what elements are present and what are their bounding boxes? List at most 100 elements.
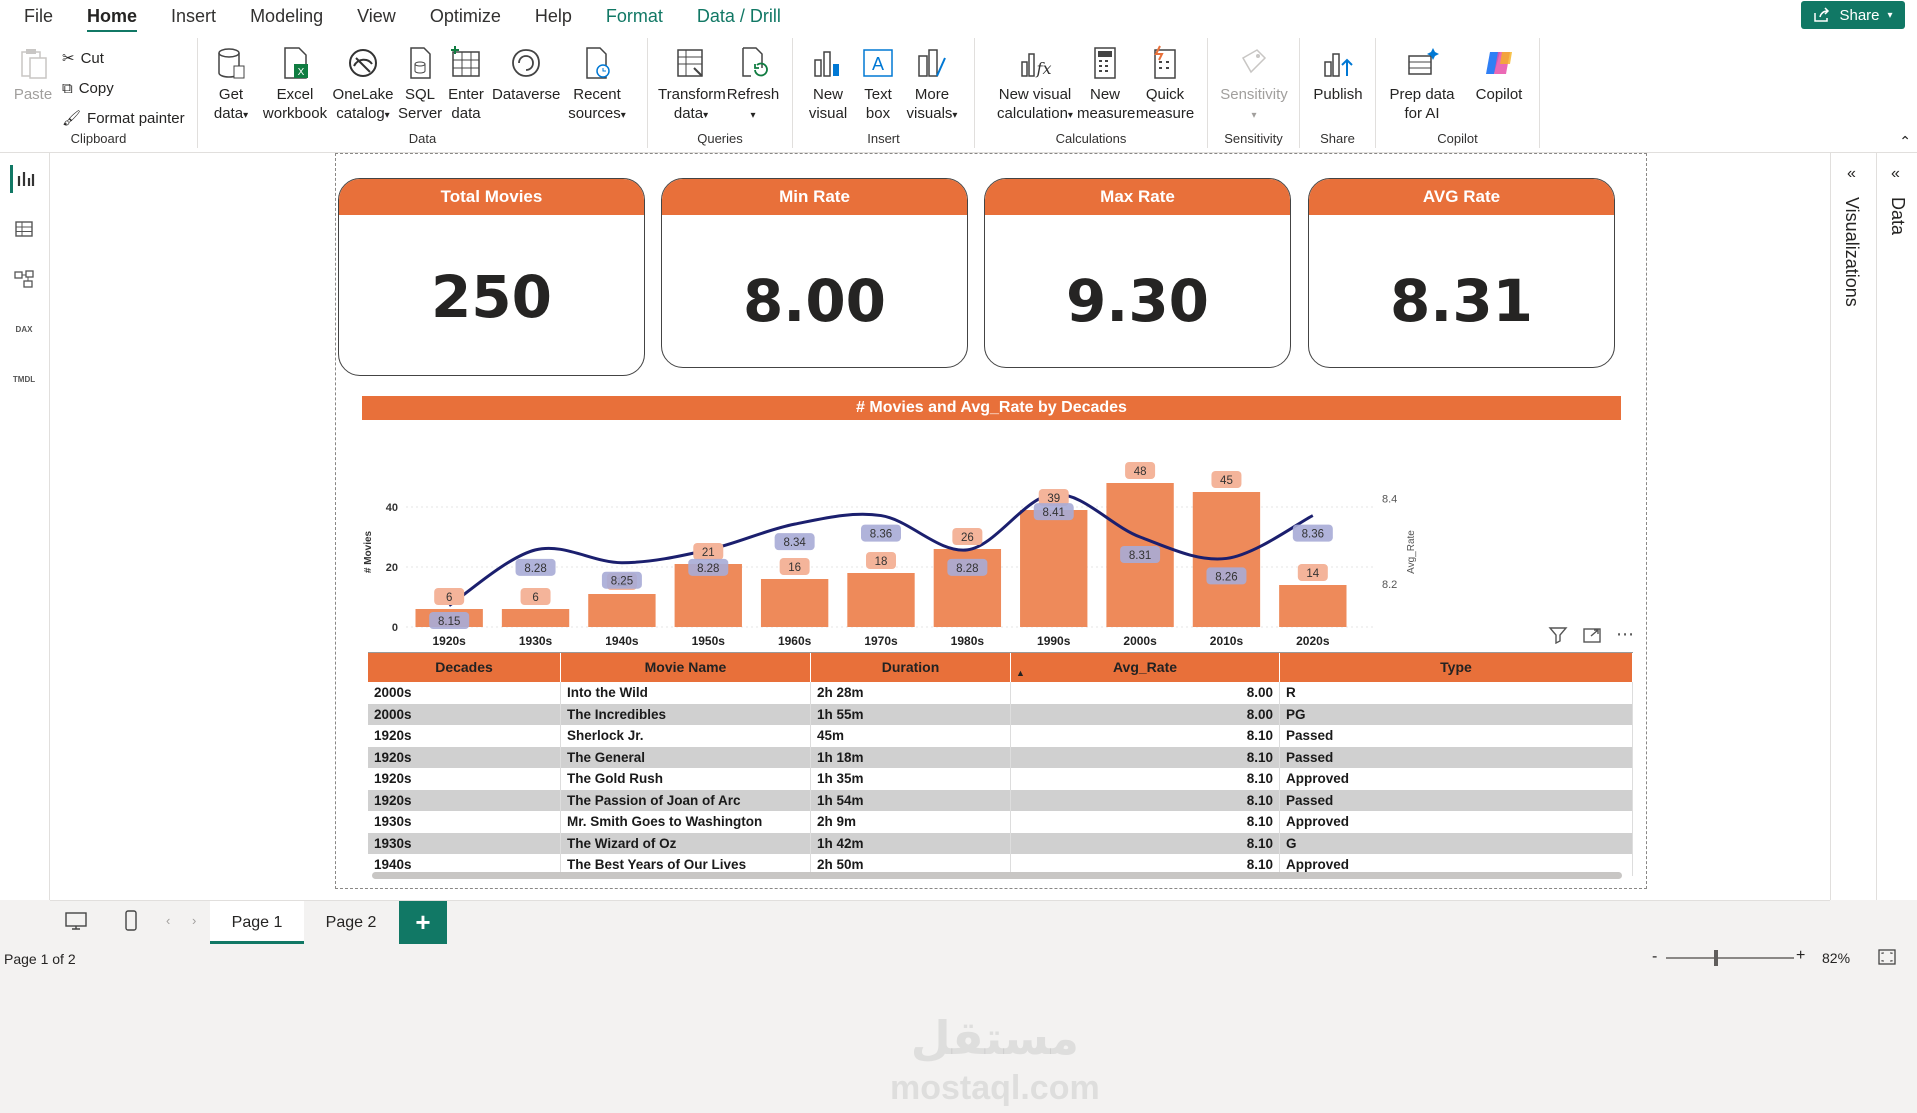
collapse-ribbon-icon[interactable]: ⌃ (1899, 133, 1911, 149)
sql-label: SQL Server (398, 86, 443, 122)
table-row[interactable]: 1920s Sherlock Jr. 45m 8.10 Passed (368, 725, 1633, 747)
new-visual-button[interactable]: New visual (805, 44, 851, 123)
prev-page-icon[interactable]: ‹ (166, 913, 171, 928)
movies-table[interactable]: Decades Movie Name Duration Avg_Rate Typ… (368, 652, 1633, 887)
page-tab-1[interactable]: Page 1 (210, 901, 304, 944)
horizontal-scrollbar[interactable] (372, 872, 1622, 879)
text-box-button[interactable]: A Text box (855, 44, 901, 123)
expand-data-icon[interactable]: « (1891, 165, 1900, 182)
cell-avg-rate: 8.10 (1011, 854, 1280, 876)
tab-optimize[interactable]: Optimize (429, 6, 501, 26)
tab-home[interactable]: Home (70, 0, 154, 33)
more-visuals-button[interactable]: More visuals▾ (903, 44, 961, 125)
tab-help[interactable]: Help (534, 6, 572, 26)
dataverse-button[interactable]: Dataverse (492, 44, 560, 104)
column-header-movie-name[interactable]: Movie Name (561, 653, 811, 682)
column-header-decades[interactable]: Decades (368, 653, 561, 682)
more-options-icon[interactable]: ⋯ (1616, 624, 1635, 644)
cell-decades: 2000s (368, 682, 561, 704)
column-header-duration[interactable]: Duration (811, 653, 1011, 682)
visualizations-pane-label[interactable]: Visualizations (1842, 197, 1862, 307)
paste-button[interactable]: Paste (10, 44, 56, 104)
group-calculations: fx New visual calculation▾ New measure Q… (975, 38, 1208, 148)
column-header-avg-rate[interactable]: Avg_Rate (1011, 653, 1280, 682)
tab-insert[interactable]: Insert (171, 6, 217, 26)
filter-icon[interactable] (1548, 626, 1568, 644)
transform-data-button[interactable]: Transform data▾ (658, 44, 726, 125)
sensitivity-button[interactable]: Sensitivity ▾ (1218, 44, 1290, 125)
table-row[interactable]: 2000s Into the Wild 2h 28m 8.00 R (368, 682, 1633, 704)
cell-duration: 1h 35m (811, 768, 1011, 790)
fit-to-page-icon[interactable] (1878, 949, 1896, 968)
combo-chart[interactable]: 0 20 40 8.2 8.4 # Movies Avg_Rate 1920s 1930s 194… (356, 422, 1636, 668)
publish-button[interactable]: Publish (1310, 44, 1366, 104)
table-row[interactable]: 1930s The Wizard of Oz 1h 42m 8.10 G (368, 832, 1633, 854)
cell-type: Approved (1280, 768, 1633, 790)
refresh-button[interactable]: Refresh ▾ (726, 44, 780, 125)
cell-duration: 2h 28m (811, 682, 1011, 704)
model-view-icon[interactable] (10, 265, 38, 293)
group-data: Get data▾ X Excel workbook OneLake catal… (198, 38, 648, 148)
table-row[interactable]: 1940s The Best Years of Our Lives 2h 50m 8.… (368, 854, 1633, 876)
quick-measure-button[interactable]: Quick measure (1135, 44, 1195, 123)
x-tick-label: 1920s (432, 634, 466, 648)
zoom-slider[interactable] (1666, 957, 1794, 959)
cut-button[interactable]: ✂ Cut (62, 46, 104, 70)
get-data-button[interactable]: Get data▾ (206, 44, 256, 125)
new-measure-button[interactable]: New measure (1077, 44, 1135, 123)
table-row[interactable]: 2000s The Incredibles 1h 55m 8.00 PG (368, 703, 1633, 725)
cell-movie-name: The Passion of Joan of Arc (561, 789, 811, 811)
bar (847, 573, 915, 627)
zoom-level: 82% (1822, 950, 1851, 966)
copilot-button[interactable]: Copilot (1468, 44, 1530, 104)
next-page-icon[interactable]: › (192, 913, 197, 928)
card-avg-rate[interactable]: AVG Rate 8.31 (1308, 178, 1615, 368)
bar-data-label-bg (779, 558, 810, 575)
onelake-catalog-button[interactable]: OneLake catalog▾ (330, 44, 396, 125)
copy-label: Copy (78, 79, 114, 97)
excel-workbook-button[interactable]: X Excel workbook (260, 44, 330, 123)
table-row[interactable]: 1920s The Passion of Joan of Arc 1h 54m 8.1… (368, 789, 1633, 811)
card-total-movies[interactable]: Total Movies 250 (338, 178, 645, 376)
copy-button[interactable]: ⧉ Copy (62, 76, 114, 100)
focus-mode-icon[interactable] (1582, 626, 1602, 644)
format-painter-button[interactable]: 🖌 Format painter (62, 106, 185, 130)
data-pane-label[interactable]: Data (1888, 197, 1908, 236)
onelake-icon (349, 49, 377, 77)
mobile-layout-icon[interactable] (124, 909, 138, 938)
new-visual-calculation-button[interactable]: fx New visual calculation▾ (995, 44, 1075, 125)
table-view-icon[interactable] (10, 215, 38, 243)
bar-data-label-bg (693, 543, 724, 560)
page-tab-2[interactable]: Page 2 (325, 914, 377, 931)
desktop-layout-icon[interactable] (64, 911, 88, 936)
tmdl-view-icon[interactable]: TMDL (12, 374, 36, 384)
zoom-slider-thumb[interactable] (1714, 950, 1718, 966)
zoom-out-button[interactable]: - (1652, 948, 1658, 965)
report-view-icon[interactable] (10, 165, 38, 193)
enter-data-button[interactable]: Enter data (444, 44, 488, 123)
dataverse-label: Dataverse (492, 86, 561, 103)
bar (501, 609, 570, 627)
recent-sources-button[interactable]: Recent sources▾ (564, 44, 630, 125)
dax-query-icon[interactable]: DAX (15, 324, 33, 334)
enter-data-label: Enter data (448, 86, 484, 122)
card-max-rate[interactable]: Max Rate 9.30 (984, 178, 1291, 368)
prep-data-ai-button[interactable]: Prep data for AI (1382, 44, 1462, 123)
tab-format[interactable]: Format (605, 6, 663, 26)
expand-visualizations-icon[interactable]: « (1847, 165, 1856, 182)
table-row[interactable]: 1920s The Gold Rush 1h 35m 8.10 Approved (368, 768, 1633, 790)
sql-server-button[interactable]: SQL Server (398, 44, 442, 123)
share-button[interactable]: Share ▾ (1801, 1, 1905, 29)
tab-data-drill[interactable]: Data / Drill (696, 6, 781, 26)
table-row[interactable]: 1920s The General 1h 18m 8.10 Passed (368, 746, 1633, 768)
new-visual-label: New visual (808, 86, 848, 122)
tab-view[interactable]: View (357, 6, 396, 26)
tab-modeling[interactable]: Modeling (250, 6, 324, 26)
zoom-in-button[interactable]: + (1796, 947, 1806, 964)
column-header-type[interactable]: Type (1280, 653, 1633, 682)
quick-measure-icon (1154, 45, 1176, 79)
tab-file[interactable]: File (24, 6, 54, 26)
card-min-rate[interactable]: Min Rate 8.00 (661, 178, 968, 368)
add-page-button[interactable]: + (399, 901, 447, 944)
table-row[interactable]: 1930s Mr. Smith Goes to Washington 2h 9m 8.… (368, 811, 1633, 833)
